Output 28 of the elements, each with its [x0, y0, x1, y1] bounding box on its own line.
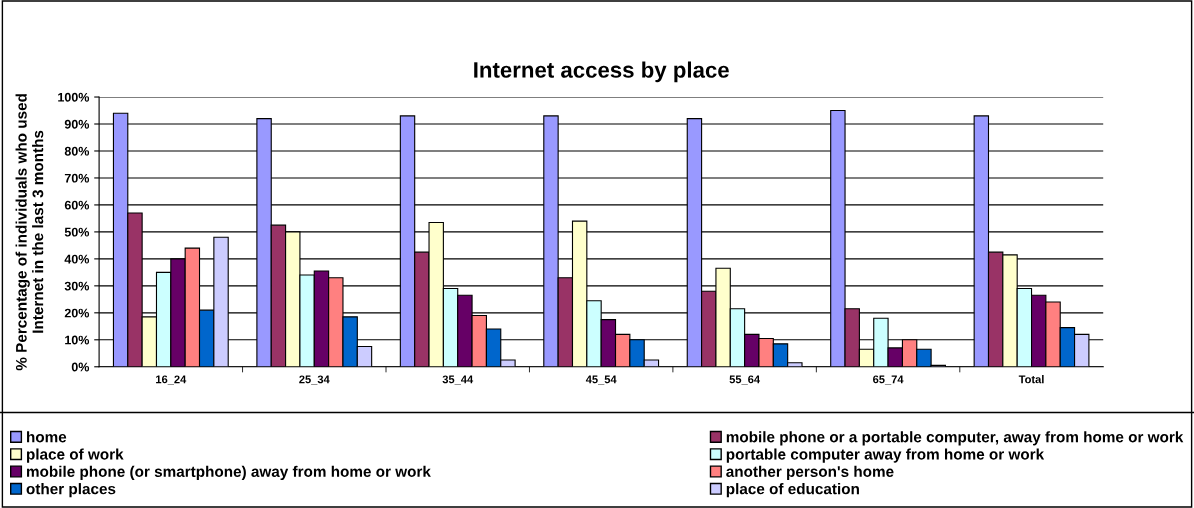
legend-label: mobile phone (or smartphone) away from home or work	[26, 465, 431, 481]
y-tick-label: 20%	[64, 308, 90, 318]
y-axis-title: % Percentage of individuals who used Internet in the last 3 months	[15, 94, 44, 371]
y-tick-label: 50%	[64, 227, 90, 237]
legend-label: place of work	[26, 448, 124, 463]
y-tick-label: 90%	[64, 119, 90, 129]
y-tick-label: 40%	[64, 254, 90, 264]
chart-title: Internet access by place	[474, 61, 729, 83]
legend-label: another person's home	[726, 465, 894, 481]
y-tick-label: 0%	[71, 362, 90, 372]
x-tick-label: Total	[1018, 375, 1044, 384]
legend-label: mobile phone or a portable computer, away from home or work	[726, 431, 1184, 446]
x-tick-label: 16_24	[156, 375, 187, 385]
legend-label: place of education	[726, 483, 859, 498]
y-tick-label: 80%	[64, 146, 90, 156]
y-tick-label: 60%	[64, 200, 90, 210]
x-tick-label: 65_74	[873, 375, 904, 385]
x-tick-label: 25_34	[299, 375, 330, 385]
x-tick-label: 45_54	[585, 375, 617, 385]
y-tick-label: 30%	[64, 281, 90, 291]
y-tick-label: 10%	[65, 335, 90, 345]
legend-label: portable computer away from home or work	[726, 448, 1045, 463]
y-tick-label: 100%	[58, 92, 90, 102]
y-tick-label: 70%	[64, 173, 90, 183]
legend-label: other places	[26, 483, 116, 498]
x-tick-label: 35_44	[442, 375, 474, 385]
legend-label: home	[27, 431, 67, 443]
x-tick-label: 55_64	[729, 375, 761, 385]
